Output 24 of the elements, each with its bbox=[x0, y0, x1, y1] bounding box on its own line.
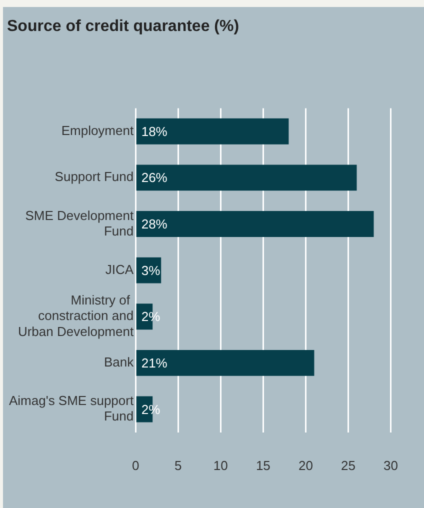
x-tick-label: 25 bbox=[341, 458, 356, 473]
data-label: 26% bbox=[141, 170, 168, 186]
x-tick-label: 5 bbox=[174, 458, 182, 473]
x-tick-label: 20 bbox=[298, 458, 313, 473]
data-label: 18% bbox=[141, 124, 168, 139]
y-tick-label: SME Development Fund bbox=[25, 208, 134, 238]
y-tick-label: Support Fund bbox=[54, 169, 134, 184]
chart-title: Source of credit quarantee (%) bbox=[7, 18, 240, 36]
data-label: 21% bbox=[141, 356, 168, 371]
data-label: 28% bbox=[141, 216, 168, 232]
x-tick-label: 10 bbox=[213, 458, 228, 473]
y-tick-label: JICA bbox=[105, 262, 134, 277]
bar bbox=[136, 164, 357, 191]
x-tick-label: 15 bbox=[256, 458, 270, 473]
x-tick-label: 30 bbox=[384, 458, 398, 473]
y-tick-label: Aimag's SME support Fund bbox=[8, 393, 134, 424]
y-tick-label: Ministry of constraction and Urban Development bbox=[18, 292, 134, 339]
x-tick-label: 0 bbox=[132, 458, 140, 473]
y-tick-label: Employment bbox=[61, 122, 134, 138]
data-label: 3% bbox=[141, 262, 161, 278]
y-tick-label: Bank bbox=[104, 354, 134, 370]
bar bbox=[136, 211, 374, 237]
bar bbox=[136, 350, 314, 376]
bar bbox=[136, 118, 289, 144]
